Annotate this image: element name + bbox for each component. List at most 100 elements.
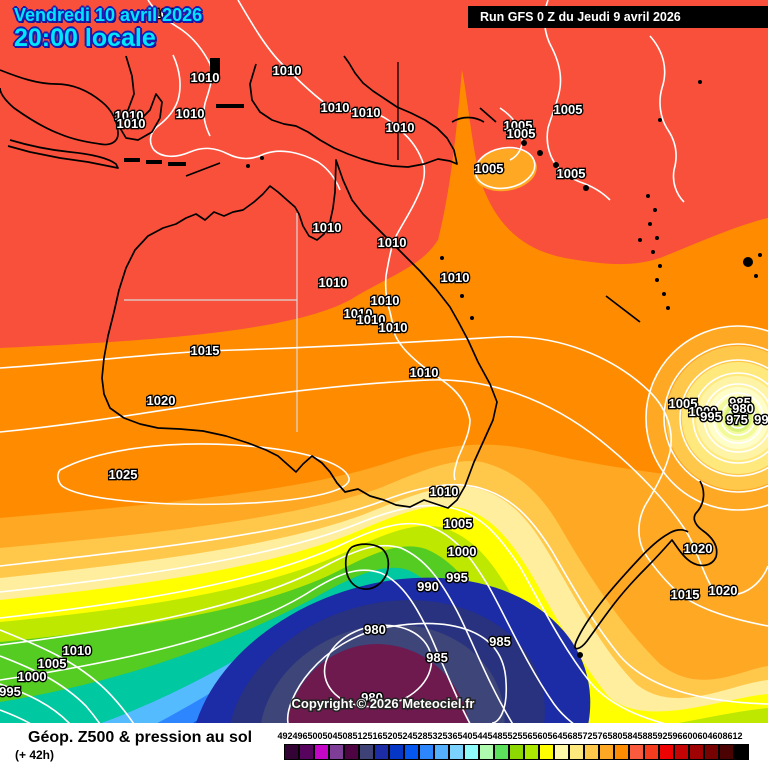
- pressure-label: 1010: [321, 100, 350, 115]
- coastline-new-caledonia: [605, 295, 641, 323]
- solomons-low-fill: [473, 148, 537, 192]
- legend-color-cell: [659, 744, 674, 760]
- color-scale-legend: 492 496 500 504 508 512 516 520 524 528 532 536 540 5…: [277, 731, 764, 765]
- legend-color-cell: [584, 744, 599, 760]
- run-info-box: Run GFS 0 Z du Jeudi 9 avril 2026: [468, 6, 768, 28]
- pressure-label: 980: [732, 401, 754, 416]
- legend-value: 608: [712, 731, 728, 741]
- pressure-label: 995: [0, 684, 21, 699]
- legend-value: 584: [622, 731, 638, 741]
- pressure-label: 1010: [357, 312, 386, 327]
- pressure-label: 995: [700, 409, 722, 424]
- legend-color-cell: [464, 744, 479, 760]
- legend-value: 612: [727, 731, 743, 741]
- pressure-label: 1015: [671, 587, 700, 602]
- legend-color-cell: [614, 744, 629, 760]
- legend-value: 516: [367, 731, 383, 741]
- date-overlay: Vendredi 10 avril 2026 20:00 locale: [14, 5, 203, 52]
- map-title: Géop. Z500 & pression au sol: [28, 729, 253, 746]
- legend-color-cell: [449, 744, 464, 760]
- legend-value: 512: [352, 731, 368, 741]
- legend-value: 524: [397, 731, 413, 741]
- coastline-new-zealand: [574, 480, 718, 650]
- legend-color-cell: [674, 744, 689, 760]
- legend-value: 540: [457, 731, 473, 741]
- legend-value: 580: [607, 731, 623, 741]
- pressure-label: 980: [364, 622, 386, 637]
- legend-value: 588: [637, 731, 653, 741]
- legend-value: 492: [277, 731, 293, 741]
- legend-color-cell: [539, 744, 554, 760]
- pressure-label: 1010: [371, 293, 400, 308]
- pressure-label: 1020: [709, 583, 738, 598]
- pressure-label: 1010: [63, 643, 92, 658]
- forecast-hour: (+ 42h): [15, 748, 55, 762]
- coastline-borneo: [0, 69, 119, 146]
- coastlines: [0, 55, 718, 650]
- legend-value: 592: [652, 731, 668, 741]
- legend-color-cell: [569, 744, 584, 760]
- pressure-label: 1025: [109, 467, 138, 482]
- legend-value: 520: [382, 731, 398, 741]
- legend-value: 508: [337, 731, 353, 741]
- legend-color-cell: [479, 744, 494, 760]
- pressure-label: 985: [489, 634, 511, 649]
- pressure-label: 1010: [117, 116, 146, 131]
- pressure-label: 1010: [430, 484, 459, 499]
- legend-color-cell: [629, 744, 644, 760]
- pressure-label: 1010: [410, 365, 439, 380]
- pressure-label: 1010: [379, 320, 408, 335]
- legend-value: 544: [472, 731, 488, 741]
- pressure-label: 1010: [378, 235, 407, 250]
- coastline-timor: [185, 162, 221, 177]
- footer-bar: Géop. Z500 & pression au sol (+ 42h) 492…: [0, 723, 768, 768]
- pressure-label: 1005: [444, 516, 473, 531]
- pressure-label: 1010: [386, 120, 415, 135]
- legend-value: 560: [532, 731, 548, 741]
- date-line: Vendredi 10 avril 2026: [14, 5, 203, 25]
- legend-value: 536: [442, 731, 458, 741]
- legend-value: 604: [697, 731, 713, 741]
- pressure-label: 1005: [507, 126, 536, 141]
- pressure-label: 1000: [448, 544, 477, 559]
- pressure-label: 1005: [475, 161, 504, 176]
- weather-map: 1010 1010 1010 1010 1010 1010 1010 1010 1010 1005…: [0, 0, 768, 723]
- legend-value: 568: [562, 731, 578, 741]
- legend-value: 532: [427, 731, 443, 741]
- legend-value: 548: [487, 731, 503, 741]
- pressure-label: 1005: [669, 396, 698, 411]
- legend-color-cell: [494, 744, 509, 760]
- pressure-label: 1010: [154, 6, 183, 21]
- legend-value: 552: [502, 731, 518, 741]
- legend-color-cell: [419, 744, 434, 760]
- pressure-label: 1005: [554, 102, 583, 117]
- legend-color-cell: [284, 744, 299, 760]
- legend-color-cell: [719, 744, 734, 760]
- pressure-label: 975: [726, 412, 748, 427]
- legend-value: 572: [577, 731, 593, 741]
- legend-value: 576: [592, 731, 608, 741]
- pressure-label: 1010: [191, 70, 220, 85]
- pressure-label: 1005: [557, 166, 586, 181]
- pressure-label: 995: [446, 570, 468, 585]
- legend-color-cell: [344, 744, 359, 760]
- pressure-label: 1010: [319, 275, 348, 290]
- pressure-label: 1010: [273, 63, 302, 78]
- coastline-australia: [101, 159, 498, 509]
- legend-value: 500: [307, 731, 323, 741]
- legend-value: 496: [292, 731, 308, 741]
- pressure-label: 990: [417, 579, 439, 594]
- legend-value: 556: [517, 731, 533, 741]
- legend-value: 600: [682, 731, 698, 741]
- band-red-top: [0, 0, 768, 348]
- coastline-sulawesi: [115, 55, 163, 141]
- pressure-label: 1000: [18, 669, 47, 684]
- legend-color-cell: [359, 744, 374, 760]
- legend-color-cell: [524, 744, 539, 760]
- legend-color-cell: [704, 744, 719, 760]
- pressure-label: 1010: [441, 270, 470, 285]
- legend-color-cell: [599, 744, 614, 760]
- pressure-label: 1020: [147, 393, 176, 408]
- time-line: 20:00 locale: [14, 23, 156, 52]
